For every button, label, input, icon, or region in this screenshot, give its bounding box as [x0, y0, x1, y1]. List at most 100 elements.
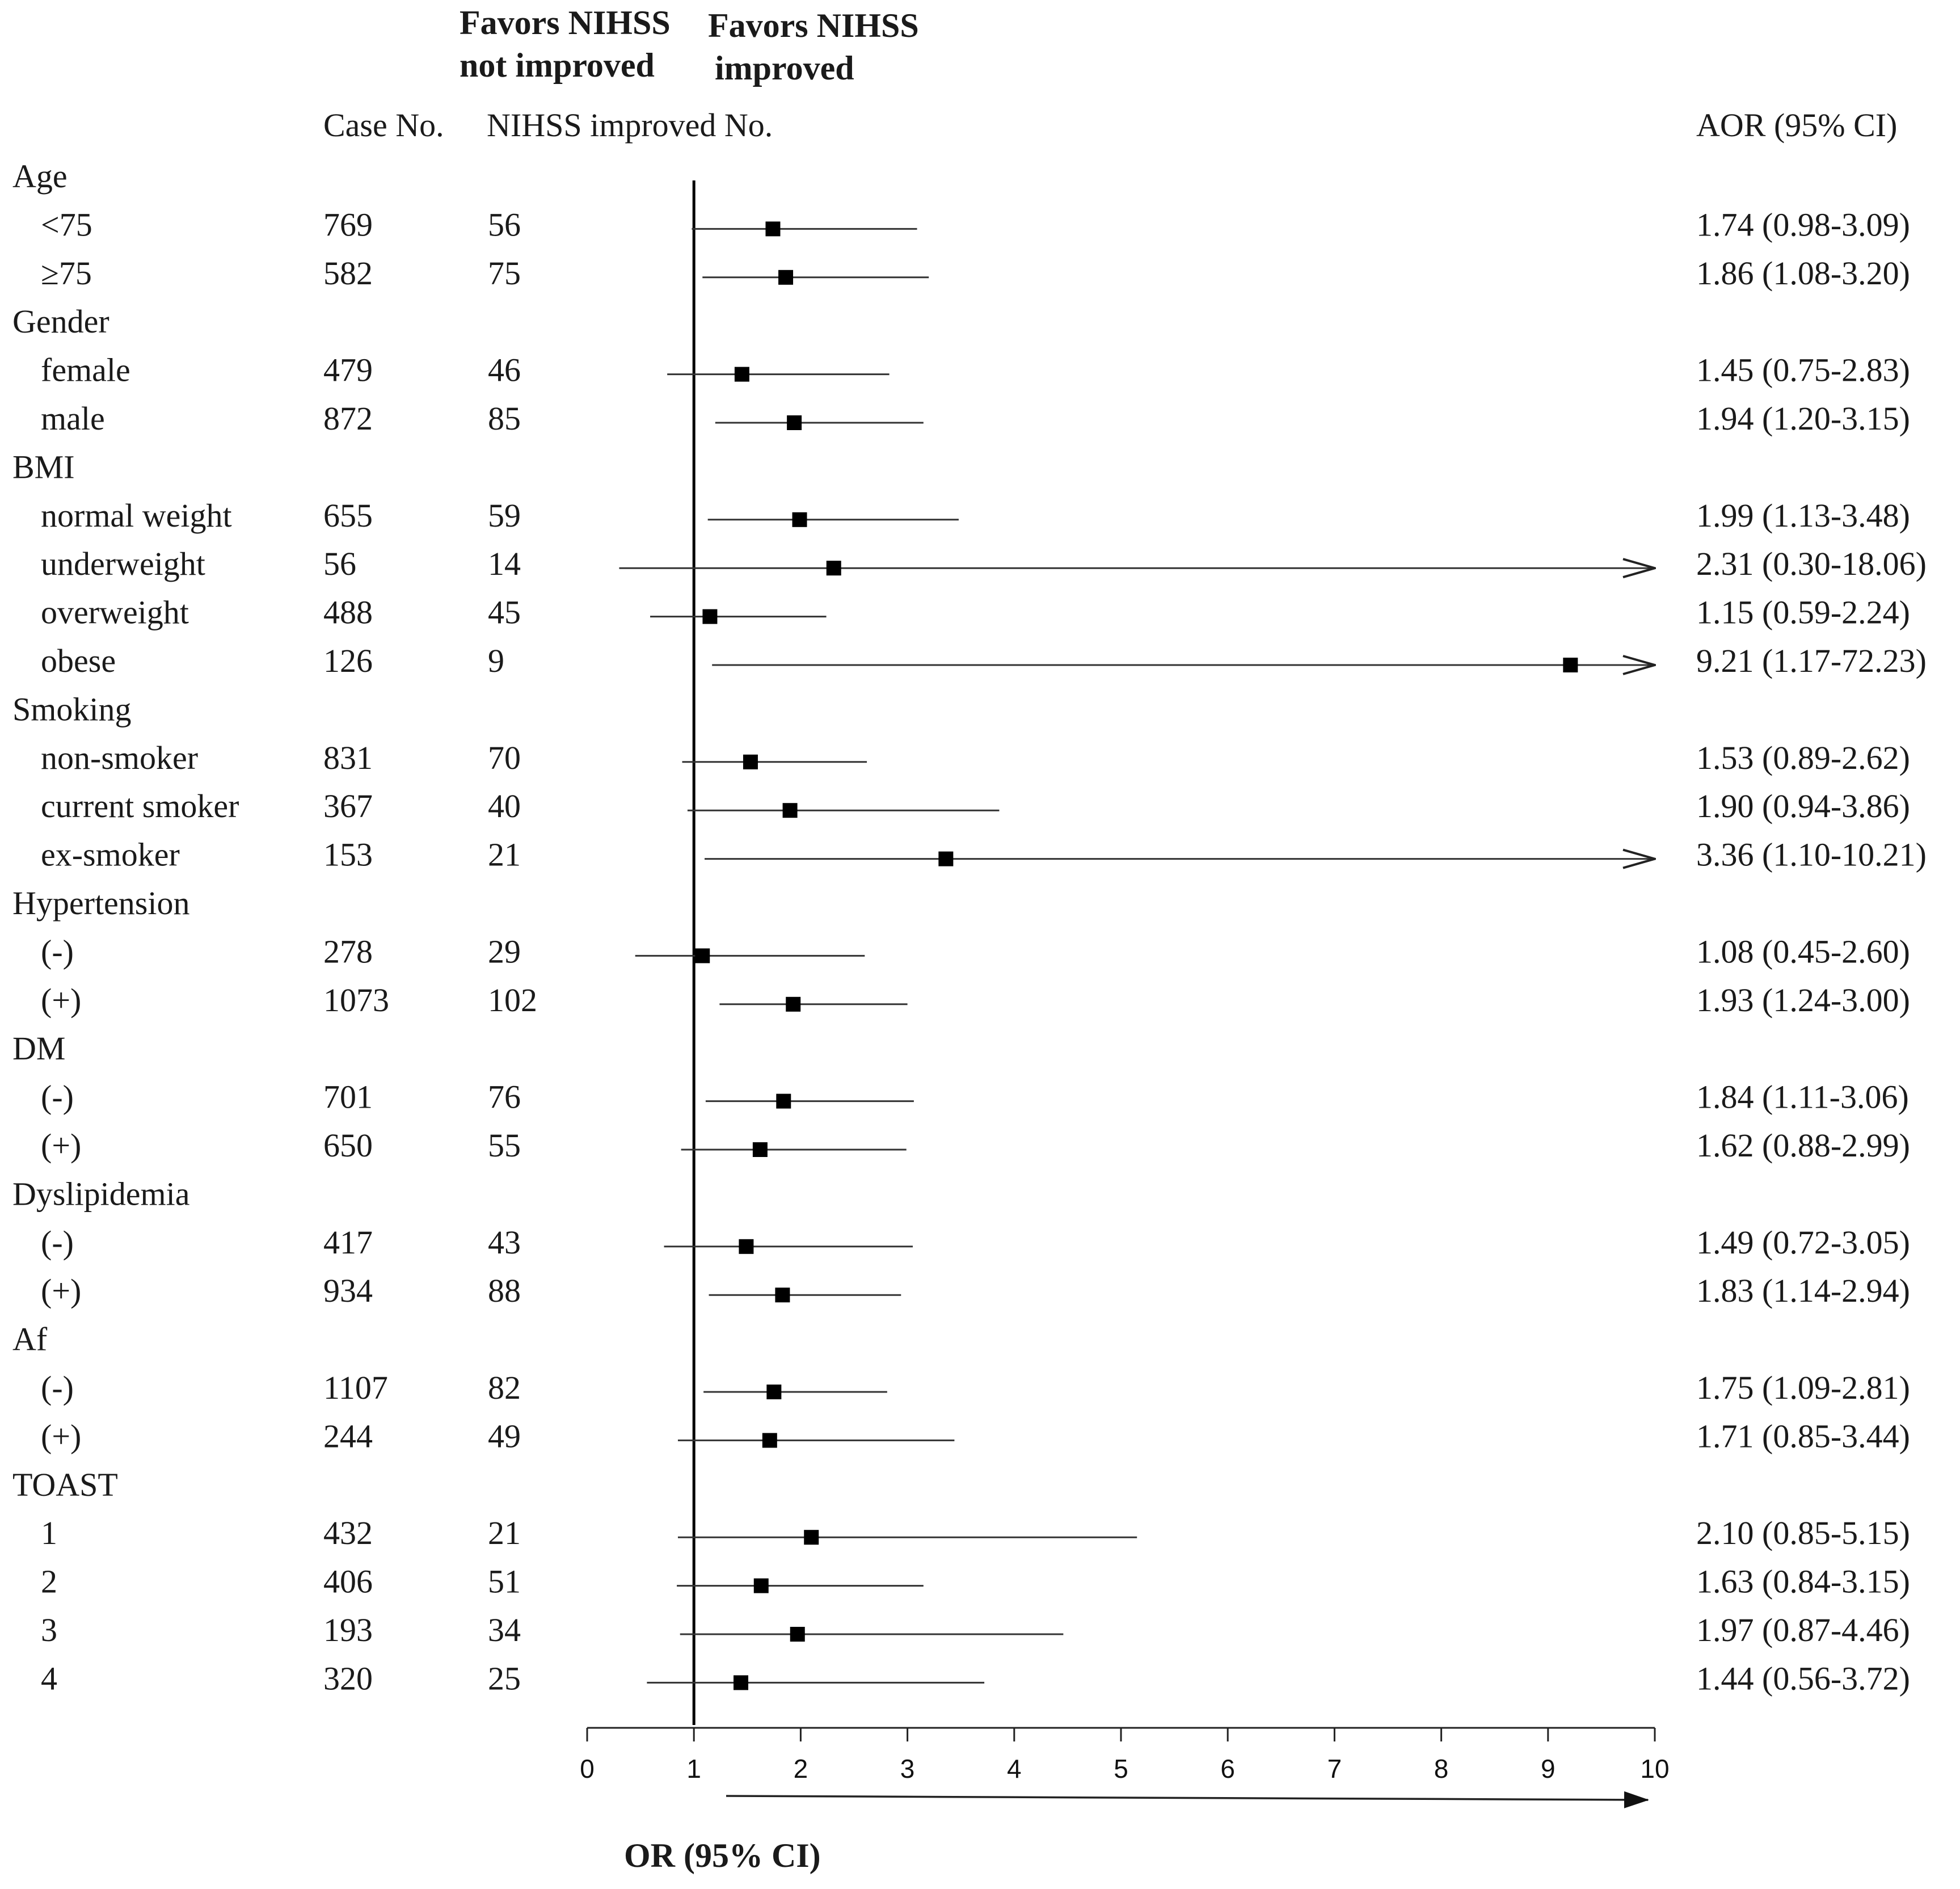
subgroup-label: obese	[41, 642, 116, 679]
group-label: Gender	[12, 303, 109, 340]
improved-count: 9	[488, 642, 504, 679]
group-label: Af	[12, 1321, 48, 1358]
aor-value: 1.53 (0.89-2.62)	[1696, 739, 1910, 776]
aor-value: 1.94 (1.20-3.15)	[1696, 400, 1910, 437]
aor-value: 1.08 (0.45-2.60)	[1696, 933, 1910, 970]
improved-count: 75	[488, 255, 521, 292]
aor-value: 1.44 (0.56-3.72)	[1696, 1660, 1910, 1697]
group-label: DM	[12, 1030, 65, 1067]
subgroup-label: current smoker	[41, 788, 239, 824]
case-count: 934	[323, 1272, 373, 1309]
aor-value: 1.49 (0.72-3.05)	[1696, 1224, 1910, 1261]
point-estimate	[792, 512, 807, 527]
case-count: 655	[323, 497, 373, 534]
point-estimate	[786, 996, 801, 1012]
point-estimate	[734, 1675, 749, 1690]
improved-count: 102	[488, 982, 537, 1019]
aor-value: 1.84 (1.11-3.06)	[1696, 1079, 1909, 1116]
improved-count: 88	[488, 1272, 521, 1309]
case-count: 367	[323, 788, 373, 824]
case-no-header: Case No.	[323, 107, 444, 144]
case-count: 582	[323, 255, 373, 292]
subgroup-label: (+)	[41, 982, 81, 1019]
aor-header: AOR (95% CI)	[1696, 107, 1897, 144]
point-estimate	[702, 609, 718, 624]
subgroup-label: 1	[41, 1514, 57, 1551]
improved-count: 85	[488, 400, 521, 437]
case-count: 320	[323, 1660, 373, 1697]
subgroup-label: (-)	[41, 1369, 74, 1406]
point-estimate	[734, 367, 749, 382]
group-label: BMI	[12, 448, 75, 485]
case-count: 278	[323, 933, 373, 970]
case-count: 831	[323, 739, 373, 776]
subgroup-label: (-)	[41, 933, 74, 970]
case-count: 153	[323, 836, 373, 873]
favors-improved-label-2: improved	[715, 49, 854, 87]
point-estimate	[752, 1142, 768, 1157]
group-label: Smoking	[12, 691, 132, 727]
point-estimate	[804, 1530, 819, 1545]
group-label: TOAST	[12, 1466, 118, 1503]
case-count: 56	[323, 545, 356, 582]
aor-value: 1.90 (0.94-3.86)	[1696, 788, 1910, 824]
x-tick-label: 7	[1327, 1754, 1342, 1783]
aor-value: 9.21 (1.17-72.23)	[1696, 642, 1927, 679]
improved-count: 14	[488, 545, 521, 582]
aor-value: 1.45 (0.75-2.83)	[1696, 352, 1910, 389]
point-estimate	[775, 1288, 790, 1303]
favors-not-improved-label-1: Favors NIHSS	[460, 4, 671, 41]
case-count: 417	[323, 1224, 373, 1261]
group-label: Age	[12, 158, 68, 195]
case-count: 872	[323, 400, 373, 437]
subgroup-label: ≥75	[41, 255, 92, 292]
aor-value: 1.75 (1.09-2.81)	[1696, 1369, 1910, 1406]
x-tick-label: 0	[580, 1754, 595, 1783]
improved-count: 59	[488, 497, 521, 534]
point-estimate	[1563, 658, 1578, 672]
improved-count: 70	[488, 739, 521, 776]
case-count: 244	[323, 1417, 373, 1454]
point-estimate	[695, 948, 710, 964]
improved-count: 34	[488, 1612, 521, 1648]
subgroup-label: (-)	[41, 1224, 74, 1261]
case-count: 488	[323, 594, 373, 631]
aor-value: 2.31 (0.30-18.06)	[1696, 545, 1927, 582]
group-label: Hypertension	[12, 885, 190, 922]
case-count: 1073	[323, 982, 389, 1019]
x-tick-label: 10	[1640, 1754, 1669, 1783]
case-count: 769	[323, 206, 373, 243]
subgroup-label: 4	[41, 1660, 57, 1697]
improved-no-header: NIHSS improved No.	[487, 107, 773, 144]
subgroup-label: (-)	[41, 1079, 74, 1116]
point-estimate	[787, 415, 802, 430]
subgroup-label: non-smoker	[41, 739, 198, 776]
improved-count: 21	[488, 1514, 521, 1551]
point-estimate	[762, 1433, 777, 1448]
point-estimate	[753, 1578, 769, 1593]
improved-count: 21	[488, 836, 521, 873]
subgroup-label: (+)	[41, 1127, 81, 1164]
subgroup-label: 3	[41, 1612, 57, 1648]
case-count: 432	[323, 1514, 373, 1551]
subgroup-label: <75	[41, 206, 92, 243]
x-tick-label: 9	[1541, 1754, 1556, 1783]
improved-count: 49	[488, 1417, 521, 1454]
improved-count: 29	[488, 933, 521, 970]
point-estimate	[776, 1093, 791, 1109]
aor-value: 1.74 (0.98-3.09)	[1696, 206, 1910, 243]
direction-arrow	[726, 1791, 1649, 1808]
aor-value: 2.10 (0.85-5.15)	[1696, 1514, 1910, 1551]
x-tick-label: 4	[1007, 1754, 1022, 1783]
point-estimate	[790, 1627, 805, 1642]
subgroup-label: male	[41, 400, 105, 437]
point-estimate	[765, 221, 781, 237]
case-count: 479	[323, 352, 373, 389]
improved-count: 51	[488, 1563, 521, 1600]
case-count: 1107	[323, 1369, 388, 1406]
improved-count: 43	[488, 1224, 521, 1261]
case-count: 193	[323, 1612, 373, 1648]
aor-value: 1.15 (0.59-2.24)	[1696, 594, 1910, 631]
subgroup-label: normal weight	[41, 497, 232, 534]
aor-value: 1.83 (1.14-2.94)	[1696, 1272, 1910, 1309]
